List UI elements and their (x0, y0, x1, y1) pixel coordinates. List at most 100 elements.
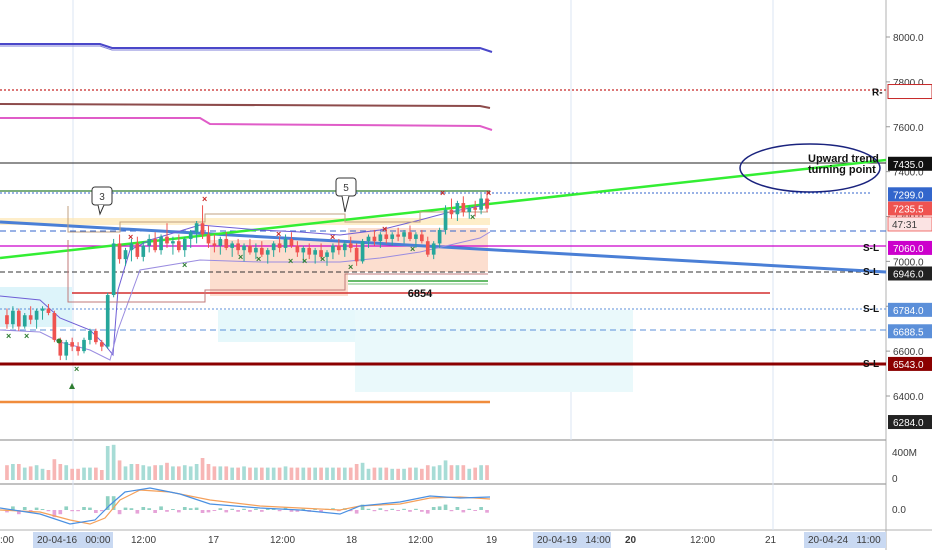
macd-bar (354, 510, 359, 514)
volume-bar (271, 467, 276, 480)
macd-bar (455, 507, 460, 510)
volume-bar (443, 460, 448, 480)
volume-bar (378, 467, 383, 480)
candle-body (425, 241, 430, 255)
blue-band-line (0, 43, 493, 53)
callout-5[interactable]: 5 (335, 177, 357, 213)
blue-band-line-2 (0, 45, 480, 51)
price-tick-label: 7400.0 (893, 168, 924, 179)
volume-bar (348, 467, 353, 480)
candle-body (206, 234, 211, 244)
volume-bar (449, 465, 454, 480)
macd-bar (40, 509, 45, 510)
volume-axis-label-0: 0 (892, 474, 898, 485)
candle-body (22, 315, 27, 327)
svg-text:×: × (382, 224, 387, 234)
macd-bar (16, 510, 21, 515)
volume-bar (5, 465, 9, 480)
volume-bar (325, 467, 329, 480)
volume-bar (177, 466, 181, 480)
svg-text:×: × (238, 252, 243, 262)
volume-bar (224, 466, 229, 480)
macd-bar (11, 506, 15, 510)
candle-body (390, 234, 395, 239)
callout-5-text: 5 (343, 183, 349, 194)
candle-body (46, 308, 51, 313)
candle-body (283, 238, 288, 248)
macd-bar (218, 508, 223, 510)
volume-bar (331, 467, 335, 480)
svg-text:7299.0: 7299.0 (893, 190, 924, 201)
price-tick-label: 7800.0 (893, 78, 924, 89)
candle-body (82, 339, 86, 352)
candle-body (437, 229, 442, 244)
macd-bar (194, 507, 199, 510)
cyan-zone-right (355, 310, 633, 392)
macd-bar (224, 510, 229, 513)
volume-bar (313, 467, 317, 480)
macd-bar (159, 506, 163, 510)
volume-bar (259, 467, 264, 480)
macd-bar (372, 510, 377, 512)
candlestick-series[interactable] (5, 191, 489, 361)
time-axis[interactable]: :00 20-04-16 00:00 12:00 17 12:00 18 12:… (0, 532, 886, 548)
candle-body (111, 243, 116, 296)
candle-body (11, 310, 15, 325)
volume-bar (105, 446, 110, 480)
macd-bar (259, 510, 264, 512)
macd-bar (200, 510, 205, 513)
svg-text:×: × (320, 254, 325, 264)
candle-body (188, 232, 193, 239)
trend-ellipse[interactable] (739, 143, 881, 193)
volume-bar (289, 467, 294, 480)
volume-bar (420, 468, 424, 480)
candle-body (123, 250, 128, 260)
macd-bar (289, 510, 294, 512)
macd-bar (58, 510, 63, 515)
macd-bar (212, 510, 217, 511)
volume-bar (82, 467, 86, 480)
callout-3-text: 3 (99, 192, 105, 203)
volume-bar (236, 467, 240, 480)
candle-body (461, 203, 466, 213)
volume-bar (135, 464, 140, 480)
candle-body (230, 243, 235, 248)
macd-bar (141, 507, 146, 510)
candle-body (129, 243, 134, 251)
svg-text:×: × (486, 188, 491, 198)
callout-3[interactable]: 3 (91, 186, 113, 216)
svg-text:×: × (202, 194, 207, 204)
yellow-band (0, 218, 490, 225)
macd-bar (443, 504, 448, 510)
svg-text:6784.0: 6784.0 (893, 306, 924, 317)
candle-body (265, 250, 270, 255)
candle-body (307, 247, 312, 255)
svg-text:×: × (330, 232, 335, 242)
price-tag: 7435.0 (888, 156, 932, 171)
svg-text:×: × (302, 256, 307, 266)
svg-text:×: × (74, 364, 79, 374)
volume-bar (396, 468, 400, 480)
candle-body (141, 245, 146, 257)
candle-body (473, 207, 478, 210)
macd-bar (171, 509, 175, 510)
candle-body (177, 241, 181, 251)
volume-bar (88, 467, 92, 480)
volume-bar (52, 459, 57, 480)
candle-body (117, 243, 122, 260)
candle-body (301, 247, 306, 253)
macd-bar (236, 510, 240, 512)
volume-bar (248, 467, 252, 480)
countdown-text: 47:31 (892, 220, 917, 231)
macd-bar (248, 510, 252, 512)
macd-bar (28, 510, 33, 512)
candle-body (360, 241, 365, 262)
macd-bar (431, 507, 436, 510)
candle-body (28, 315, 33, 320)
candle-body (182, 238, 187, 251)
macd-bar (378, 508, 383, 510)
svg-text:×: × (470, 212, 475, 222)
time-label-6: 19 (486, 535, 498, 546)
candle-body (396, 234, 400, 237)
